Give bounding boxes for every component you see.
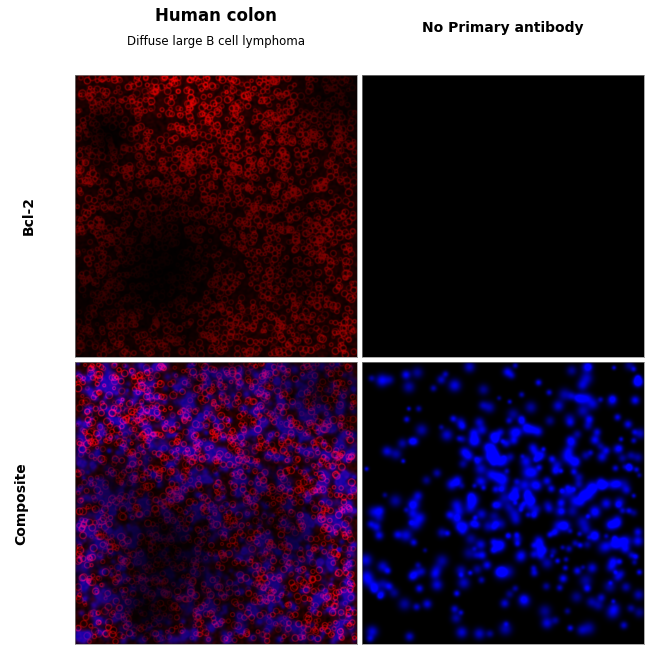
Text: Diffuse large B cell lymphoma: Diffuse large B cell lymphoma [127,35,305,48]
Text: No Primary antibody: No Primary antibody [422,21,583,35]
Text: Composite: Composite [14,462,28,545]
Text: Bcl-2: Bcl-2 [22,197,36,236]
Text: Human colon: Human colon [155,7,277,25]
